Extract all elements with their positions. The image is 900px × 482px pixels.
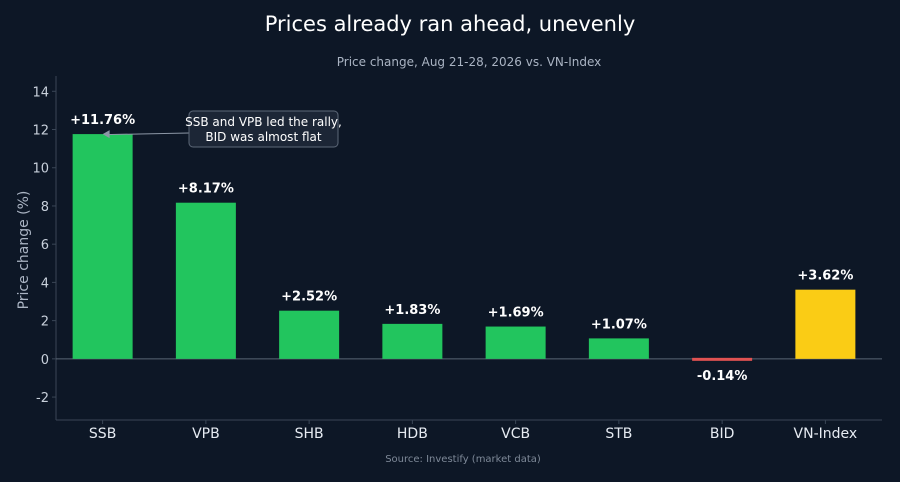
data-label: +8.17%: [178, 182, 234, 197]
y-tick-label: 6: [41, 238, 49, 253]
bar-shb: [279, 310, 340, 359]
data-label: +1.07%: [591, 317, 647, 332]
data-label: +2.52%: [281, 290, 337, 305]
y-tick-label: 4: [41, 276, 49, 291]
y-tick-label: 14: [32, 85, 49, 100]
annotation-box: [188, 110, 339, 148]
bar-bid: [692, 357, 753, 361]
y-tick-label: 8: [41, 200, 49, 215]
bars: [72, 134, 856, 361]
data-label: +1.83%: [384, 303, 440, 318]
y-tick-label: 2: [41, 315, 49, 330]
bar-vcb: [485, 326, 546, 359]
bar-ssb: [72, 134, 133, 359]
data-labels: +11.76% +8.17% +2.52% +1.83% +1.69% +1.07% -0.…: [70, 113, 853, 384]
data-label: -0.14%: [697, 369, 748, 384]
data-label: +3.62%: [797, 269, 853, 284]
bar-vn-index: [795, 289, 856, 359]
bar-hdb: [382, 323, 443, 359]
y-tick-label: 0: [41, 353, 49, 368]
chart-subtitle: Price change, Aug 21-28, 2026 vs. VN-Ind…: [337, 55, 602, 69]
x-tick-label: STB: [605, 426, 632, 442]
axes: -2 0 2 4 6 8 10 12 14 SSB VPB SHB HDB VCB STB BID VN-Ind…: [32, 76, 882, 442]
source-note: Source: Investify (market data): [385, 454, 541, 465]
data-label: +1.69%: [488, 306, 544, 321]
y-tick-label: 10: [32, 162, 49, 177]
y-tick-label: -2: [36, 391, 49, 406]
annotation-arrow: [105, 132, 190, 136]
data-label: +11.76%: [70, 113, 135, 128]
y-axis-label: Price change (%): [16, 191, 32, 310]
x-tick-label: VN-Index: [794, 426, 858, 442]
x-tick-label: VPB: [192, 426, 220, 442]
annotation: SSB and VPB led the rally,BID was almost…: [102, 110, 342, 148]
x-tick-label: SSB: [89, 426, 116, 442]
annotation-arrowhead: [102, 130, 110, 139]
x-tick-label: SHB: [295, 426, 324, 442]
bar-vpb: [175, 202, 236, 359]
x-tick-label: BID: [710, 426, 735, 442]
annotation-text: BID was almost flat: [205, 130, 321, 144]
x-tick-label: VCB: [501, 426, 530, 442]
y-tick-label: 12: [32, 124, 49, 139]
chart-title: Prices already ran ahead, unevenly: [265, 12, 636, 36]
x-tick-label: HDB: [397, 426, 428, 442]
annotation-text: SSB and VPB led the rally,: [185, 115, 342, 129]
bar-stb: [588, 338, 649, 359]
